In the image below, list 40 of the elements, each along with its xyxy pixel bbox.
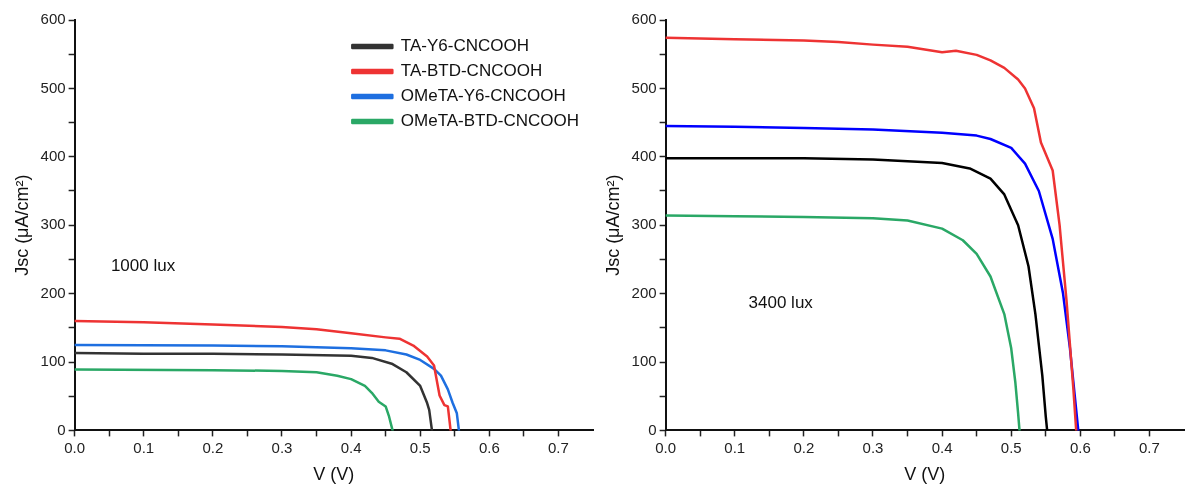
x-tick-label: 0.4 bbox=[931, 438, 953, 456]
legend-label: TA-BTD-CNCOOH bbox=[400, 61, 543, 81]
y-tick-label: 400 bbox=[631, 146, 657, 164]
y-tick-label: 400 bbox=[40, 146, 66, 164]
x-tick-label: 0.6 bbox=[478, 438, 500, 456]
x-axis-title: V (V) bbox=[313, 464, 355, 485]
annotation: 1000 lux bbox=[110, 255, 176, 275]
legend-label: OMeTA-Y6-CNCOOH bbox=[400, 86, 566, 106]
x-tick-label: 0.0 bbox=[655, 438, 677, 456]
x-tick-label: 0.7 bbox=[1139, 438, 1160, 456]
x-tick-label: 0.5 bbox=[1000, 438, 1022, 456]
x-tick-label: 0.3 bbox=[862, 438, 884, 456]
x-tick-label: 0.2 bbox=[793, 438, 815, 456]
x-tick-label: 0.0 bbox=[64, 438, 86, 456]
x-tick-label: 0.3 bbox=[271, 438, 293, 456]
y-tick-label: 300 bbox=[40, 215, 66, 233]
y-tick-label: 300 bbox=[631, 215, 657, 233]
x-tick-label: 0.1 bbox=[724, 438, 746, 456]
y-tick-label: 0 bbox=[648, 420, 657, 438]
legend-label: OMeTA-BTD-CNCOOH bbox=[400, 111, 580, 131]
y-tick-label: 500 bbox=[40, 78, 66, 96]
y-tick-label: 600 bbox=[40, 10, 66, 28]
x-tick-label: 0.1 bbox=[133, 438, 155, 456]
y-tick-label: 100 bbox=[40, 352, 66, 370]
legend-label: TA-Y6-CNCOOH bbox=[400, 36, 529, 56]
x-tick-label: 0.2 bbox=[202, 438, 224, 456]
y-tick-label: 500 bbox=[631, 78, 657, 96]
x-tick-label: 0.4 bbox=[340, 438, 362, 456]
y-tick-label: 0 bbox=[57, 420, 66, 438]
y-tick-label: 600 bbox=[631, 10, 657, 28]
x-tick-label: 0.6 bbox=[1069, 438, 1091, 456]
y-axis-title: Jsc (μA/cm²) bbox=[602, 174, 623, 276]
x-axis-title: V (V) bbox=[904, 464, 946, 485]
annotation: 3400 lux bbox=[748, 292, 814, 312]
y-axis-title: Jsc (μA/cm²) bbox=[11, 174, 32, 276]
y-tick-label: 200 bbox=[631, 283, 657, 301]
y-tick-label: 100 bbox=[631, 352, 657, 370]
x-tick-label: 0.7 bbox=[548, 438, 569, 456]
x-tick-label: 0.5 bbox=[409, 438, 431, 456]
y-tick-label: 200 bbox=[40, 283, 66, 301]
